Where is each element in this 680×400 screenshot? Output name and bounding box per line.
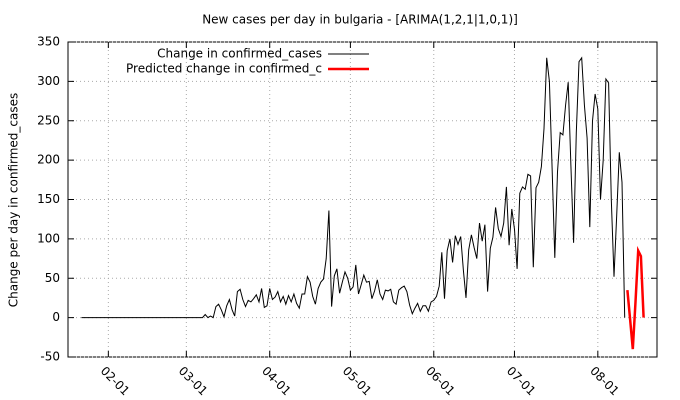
- x-tick-label: 04-01: [259, 364, 294, 399]
- y-tick-label: 100: [37, 231, 60, 245]
- chart-title: New cases per day in bulgaria - [ARIMA(1…: [202, 13, 518, 27]
- x-tick-label: 03-01: [176, 364, 211, 399]
- y-tick-label: 150: [37, 192, 60, 206]
- y-tick-label: 300: [37, 74, 60, 88]
- legend-label: Predicted change in confirmed_c: [126, 62, 322, 76]
- x-tick-label: 02-01: [98, 364, 133, 399]
- y-tick-label: 50: [45, 271, 60, 285]
- series-line: [626, 245, 645, 350]
- y-tick-label: 0: [52, 310, 60, 324]
- x-tick-label: 07-01: [504, 364, 539, 399]
- x-tick-label: 08-01: [587, 364, 622, 399]
- series-line: [81, 56, 626, 319]
- legend-label: Change in confirmed_cases: [157, 47, 322, 61]
- y-tick-label: -50: [40, 350, 60, 364]
- y-tick-label: 250: [37, 113, 60, 127]
- y-tick-label: 350: [37, 35, 60, 49]
- x-tick-label: 06-01: [423, 364, 458, 399]
- y-tick-label: 200: [37, 153, 60, 167]
- y-axis-label: Change per day in confirmed_cases: [7, 93, 21, 308]
- x-tick-label: 05-01: [340, 364, 375, 399]
